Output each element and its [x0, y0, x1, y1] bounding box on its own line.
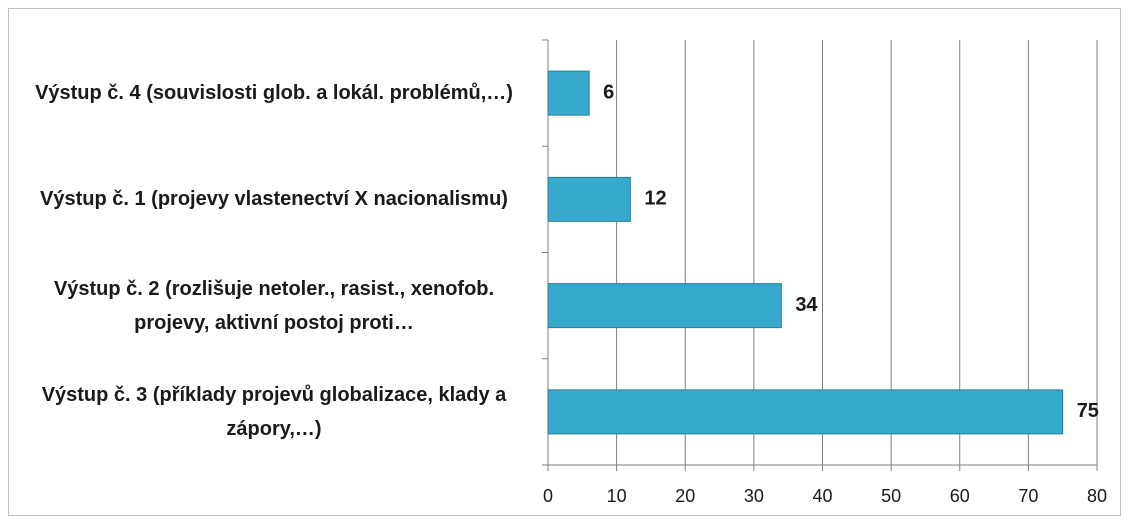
chart-border [8, 8, 1121, 516]
x-tick-label: 40 [812, 486, 832, 506]
x-tick-label: 50 [881, 486, 901, 506]
x-tick-label: 20 [675, 486, 695, 506]
x-tick-label: 0 [543, 486, 553, 506]
data-label: 6 [603, 81, 614, 103]
y-tick-label: Výstup č. 1 (projevy vlastenectví X naci… [40, 188, 508, 211]
x-tick-label: 30 [744, 486, 764, 506]
x-tick-label: 10 [607, 486, 627, 506]
bar [547, 389, 1064, 435]
bar [547, 70, 590, 116]
y-tick-label: Výstup č. 4 (souvislosti glob. a lokál. … [35, 82, 513, 105]
x-tick-label: 70 [1018, 486, 1038, 506]
y-tick-label: Výstup č. 3 (příklady projevů globalizac… [41, 383, 507, 440]
y-tick-label: Výstup č. 2 (rozlišuje netoler., rasist.… [53, 277, 495, 334]
bar [547, 176, 631, 222]
x-tick-label: 60 [950, 486, 970, 506]
bar [547, 283, 782, 329]
data-label: 34 [795, 294, 818, 316]
data-label: 12 [644, 188, 666, 210]
data-label: 75 [1077, 400, 1099, 422]
x-tick-label: 80 [1087, 486, 1107, 506]
